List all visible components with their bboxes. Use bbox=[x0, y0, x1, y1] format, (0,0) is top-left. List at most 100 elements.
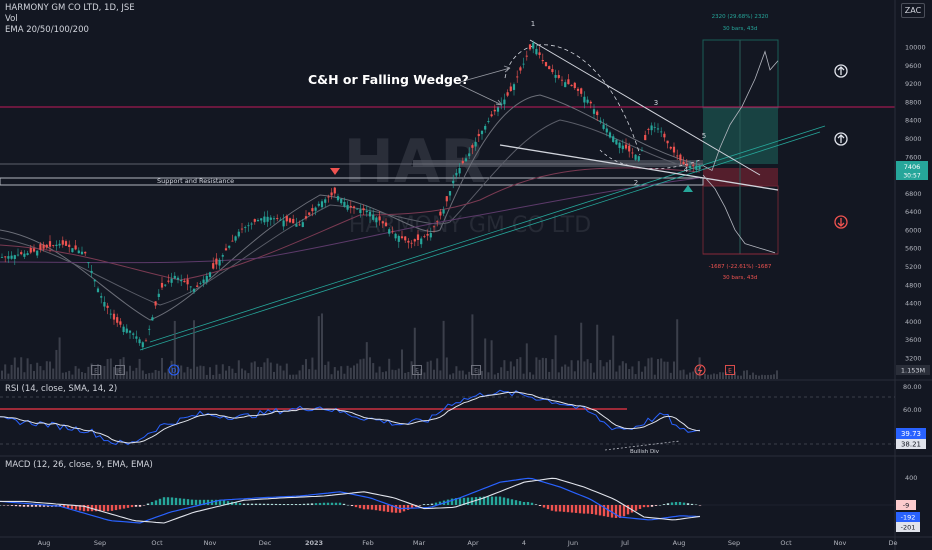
candle bbox=[404, 236, 407, 241]
candle bbox=[205, 275, 208, 282]
earnings-marker[interactable] bbox=[91, 365, 101, 375]
chart-title-annotation[interactable]: C&H or Falling Wedge? bbox=[308, 72, 469, 87]
arrow-one[interactable] bbox=[459, 67, 511, 83]
rsi-indicator-label[interactable]: RSI (14, close, SMA, 14, 2) bbox=[5, 384, 118, 394]
ascending-channel-lower[interactable] bbox=[139, 131, 821, 351]
candle bbox=[4, 256, 7, 258]
volume-bar bbox=[333, 367, 336, 379]
support-zone-band[interactable] bbox=[0, 177, 704, 186]
macd-hist-bar bbox=[178, 498, 182, 505]
volume-bar bbox=[663, 361, 666, 379]
earnings-marker[interactable] bbox=[412, 365, 422, 375]
volume-bar bbox=[317, 316, 320, 379]
volume-bar bbox=[557, 372, 560, 379]
candle bbox=[608, 132, 612, 138]
volume-bar bbox=[722, 372, 724, 379]
macd-hist-bar bbox=[538, 505, 542, 506]
candle bbox=[624, 144, 628, 149]
candle bbox=[669, 146, 672, 149]
macd-hist-bar bbox=[606, 505, 610, 517]
rsi-pane[interactable]: Bullish Div bbox=[0, 389, 895, 455]
candle bbox=[484, 125, 487, 130]
volume-bar bbox=[551, 359, 554, 379]
macd-hist-bar bbox=[362, 505, 366, 510]
volume-bar bbox=[669, 372, 672, 379]
volume-bar bbox=[577, 360, 579, 379]
candle bbox=[208, 272, 212, 278]
ascending-channel-upper[interactable] bbox=[149, 125, 826, 343]
rsi-ma-value-badge: 38.21 bbox=[896, 439, 926, 449]
time-tick: Aug bbox=[38, 539, 51, 547]
volume-bar bbox=[263, 362, 266, 379]
candle bbox=[528, 44, 532, 50]
macd-hist-bar bbox=[578, 505, 582, 514]
volume-bar bbox=[109, 358, 112, 379]
macd-hist-bar bbox=[122, 505, 126, 509]
candle bbox=[400, 236, 404, 239]
volume-bar bbox=[653, 374, 656, 379]
currency-button[interactable]: ZAC bbox=[901, 3, 925, 18]
price-axis[interactable]: 10000 9600 9200 8800 8400 8000 7600 6800 6400 600… bbox=[905, 44, 926, 363]
volume-bar bbox=[728, 375, 730, 379]
macd-hist-bar bbox=[438, 501, 442, 505]
candle bbox=[551, 69, 554, 73]
earnings-marker[interactable] bbox=[471, 365, 481, 375]
volume-bar bbox=[734, 371, 736, 379]
macd-hist-bar bbox=[174, 497, 178, 505]
earnings-marker[interactable] bbox=[725, 365, 735, 375]
volume-bar bbox=[295, 374, 298, 379]
volume-bar bbox=[199, 365, 202, 379]
macd-hist-bar bbox=[634, 505, 638, 511]
candle bbox=[688, 165, 692, 169]
candle bbox=[381, 221, 384, 224]
arrow-two[interactable] bbox=[459, 84, 503, 106]
time-tick: Aug bbox=[673, 539, 686, 547]
volume-bar bbox=[29, 364, 32, 379]
macd-hist-bar bbox=[678, 501, 682, 505]
candle bbox=[692, 164, 695, 166]
macd-hist-bar bbox=[386, 505, 390, 512]
volume-bar bbox=[193, 320, 195, 379]
candle bbox=[71, 248, 74, 253]
ema-indicator-label[interactable]: EMA 20/50/100/200 bbox=[5, 25, 89, 35]
symbol-title[interactable]: HARMONY GM CO LTD, 1D, JSE bbox=[5, 3, 135, 13]
macd-hist-bar bbox=[78, 505, 82, 511]
macd-hist-bar bbox=[506, 498, 510, 505]
candle bbox=[176, 277, 180, 280]
volume-bar bbox=[13, 357, 16, 379]
candle bbox=[343, 201, 346, 207]
candle bbox=[525, 55, 528, 57]
cup-arc[interactable] bbox=[504, 44, 641, 156]
volume-bar bbox=[122, 357, 125, 379]
wedge-upper-line[interactable] bbox=[529, 39, 761, 176]
vol-indicator-label[interactable]: Vol bbox=[5, 14, 18, 24]
dividend-marker[interactable] bbox=[168, 364, 180, 376]
candle bbox=[263, 216, 266, 223]
time-axis[interactable]: Aug Sep Oct Nov Dec 2023 Feb Mar Apr 4 Jun Jul Aug Se… bbox=[38, 539, 898, 547]
volume-bar bbox=[180, 365, 183, 379]
candle bbox=[202, 279, 205, 283]
price-tick: 6400 bbox=[905, 208, 922, 216]
candle bbox=[157, 293, 160, 297]
volume-bar bbox=[525, 343, 528, 379]
volume-bar bbox=[749, 375, 751, 379]
macd-hist-bar bbox=[646, 505, 650, 508]
macd-hist-bar bbox=[214, 499, 218, 505]
candle bbox=[541, 59, 544, 62]
candle bbox=[512, 84, 516, 90]
volume-bar bbox=[707, 374, 709, 379]
volume-bar bbox=[593, 372, 595, 379]
rounding-bottom-arc bbox=[599, 149, 701, 170]
macd-pane[interactable] bbox=[0, 477, 895, 524]
earnings-marker[interactable] bbox=[115, 365, 125, 375]
macd-line bbox=[0, 477, 701, 524]
macd-hist-bar bbox=[370, 505, 374, 510]
macd-hist-badge: -9 bbox=[896, 500, 916, 510]
macd-hist-bar bbox=[242, 503, 246, 505]
macd-indicator-label[interactable]: MACD (12, 26, close, 9, EMA, EMA) bbox=[5, 460, 153, 470]
candle bbox=[672, 146, 676, 153]
candle bbox=[109, 313, 112, 315]
macd-hist-bar bbox=[410, 505, 414, 509]
